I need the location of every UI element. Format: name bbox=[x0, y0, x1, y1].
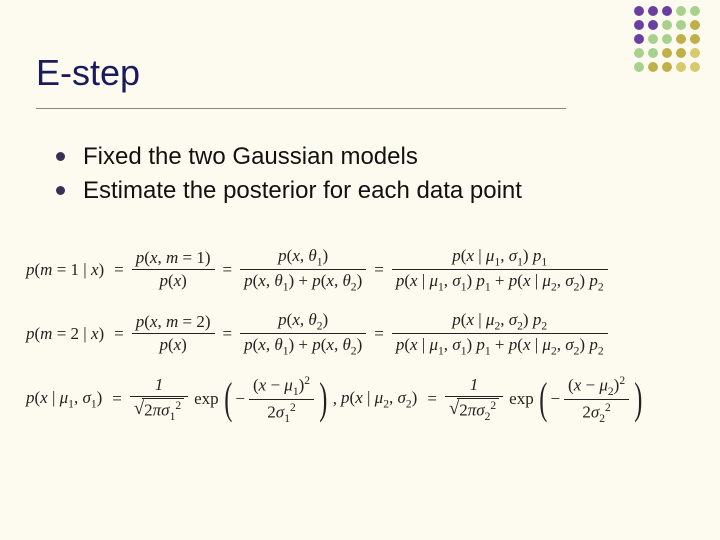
fraction: p(x, θ2) p(x, θ1) + p(x, θ2) bbox=[240, 309, 366, 359]
fraction: 1 √2πσ12 bbox=[130, 374, 188, 424]
fraction-denominator: p(x | μ1, σ1) p1 + p(x | μ2, σ2) p2 bbox=[392, 270, 608, 294]
fraction-numerator: p(x | μ1, σ1) p1 bbox=[448, 245, 551, 269]
title-area: E-step bbox=[36, 52, 684, 109]
corner-dot bbox=[690, 62, 700, 72]
bullet-icon bbox=[56, 186, 65, 195]
minus-sign: − bbox=[235, 389, 245, 409]
fraction-numerator: (x − μ1)2 bbox=[249, 373, 314, 399]
eq-lhs: p(m = 1 | x) bbox=[26, 260, 104, 280]
equation-row-1: p(m = 1 | x) = p(x, m = 1) p(x) = p(x, θ… bbox=[26, 245, 700, 295]
bullet-item: Fixed the two Gaussian models bbox=[56, 142, 680, 172]
minus-sign: − bbox=[550, 389, 560, 409]
fraction-denominator: √2πσ12 bbox=[130, 397, 188, 424]
paren-open-icon: ( bbox=[224, 384, 232, 415]
comma: , bbox=[333, 389, 337, 409]
corner-dot bbox=[690, 20, 700, 30]
fraction-numerator: 1 bbox=[151, 374, 168, 396]
corner-dot bbox=[634, 20, 644, 30]
equals-sign: = bbox=[223, 324, 233, 344]
corner-dot bbox=[662, 20, 672, 30]
fraction: (x − μ2)2 2σ22 bbox=[564, 373, 629, 426]
fraction: (x − μ1)2 2σ12 bbox=[249, 373, 314, 426]
corner-dot bbox=[690, 34, 700, 44]
corner-dot bbox=[634, 34, 644, 44]
paren-close-icon: ) bbox=[634, 384, 642, 415]
fraction-numerator: p(x, m = 1) bbox=[132, 247, 215, 269]
corner-dot bbox=[662, 6, 672, 16]
eq-lhs: p(m = 2 | x) bbox=[26, 324, 104, 344]
equation-row-2: p(m = 2 | x) = p(x, m = 2) p(x) = p(x, θ… bbox=[26, 309, 700, 359]
exp-label: exp bbox=[509, 389, 534, 409]
fraction: p(x, m = 1) p(x) bbox=[132, 247, 215, 292]
corner-dot bbox=[648, 34, 658, 44]
slide-title: E-step bbox=[36, 52, 684, 106]
corner-dot bbox=[676, 20, 686, 30]
exp-label: exp bbox=[194, 389, 219, 409]
fraction-denominator: p(x | μ1, σ1) p1 + p(x | μ2, σ2) p2 bbox=[392, 334, 608, 358]
fraction-denominator: 2σ22 bbox=[578, 400, 614, 426]
equals-sign: = bbox=[223, 260, 233, 280]
fraction: 1 √2πσ22 bbox=[445, 374, 503, 424]
corner-dot bbox=[634, 6, 644, 16]
fraction-numerator: p(x, m = 2) bbox=[132, 311, 215, 333]
corner-dot bbox=[676, 34, 686, 44]
eq-lhs: p(x | μ1, σ1) bbox=[26, 388, 102, 410]
bullet-text: Estimate the posterior for each data poi… bbox=[83, 176, 522, 206]
corner-dot bbox=[676, 6, 686, 16]
equals-sign: = bbox=[374, 324, 384, 344]
fraction-denominator: p(x, θ1) + p(x, θ2) bbox=[240, 270, 366, 294]
corner-dot bbox=[662, 34, 672, 44]
fraction: p(x | μ1, σ1) p1 p(x | μ1, σ1) p1 + p(x … bbox=[392, 245, 608, 295]
eq-lhs: p(x | μ2, σ2) bbox=[341, 388, 417, 410]
equals-sign: = bbox=[114, 324, 124, 344]
bullet-list: Fixed the two Gaussian models Estimate t… bbox=[56, 142, 680, 210]
fraction: p(x, m = 2) p(x) bbox=[132, 311, 215, 356]
bullet-text: Fixed the two Gaussian models bbox=[83, 142, 418, 172]
fraction-numerator: p(x | μ2, σ2) p2 bbox=[448, 309, 551, 333]
fraction-denominator: p(x, θ1) + p(x, θ2) bbox=[240, 334, 366, 358]
title-underline bbox=[36, 108, 566, 109]
fraction-numerator: p(x, θ2) bbox=[274, 309, 332, 333]
fraction: p(x | μ2, σ2) p2 p(x | μ1, σ1) p1 + p(x … bbox=[392, 309, 608, 359]
fraction-denominator: √2πσ22 bbox=[445, 397, 503, 424]
equals-sign: = bbox=[374, 260, 384, 280]
paren-open-icon: ( bbox=[539, 384, 547, 415]
paren-close-icon: ) bbox=[319, 384, 327, 415]
fraction-numerator: (x − μ2)2 bbox=[564, 373, 629, 399]
fraction-numerator: 1 bbox=[466, 374, 483, 396]
corner-dot bbox=[648, 6, 658, 16]
equals-sign: = bbox=[112, 389, 122, 409]
bullet-item: Estimate the posterior for each data poi… bbox=[56, 176, 680, 206]
equals-sign: = bbox=[427, 389, 437, 409]
equals-sign: = bbox=[114, 260, 124, 280]
equation-row-3: p(x | μ1, σ1) = 1 √2πσ12 exp ( − (x − μ1… bbox=[26, 373, 700, 426]
corner-dot bbox=[690, 48, 700, 58]
bullet-icon bbox=[56, 152, 65, 161]
corner-dot bbox=[648, 20, 658, 30]
equations-block: p(m = 1 | x) = p(x, m = 1) p(x) = p(x, θ… bbox=[26, 245, 700, 440]
fraction-numerator: p(x, θ1) bbox=[274, 245, 332, 269]
fraction-denominator: 2σ12 bbox=[263, 400, 299, 426]
fraction-denominator: p(x) bbox=[155, 270, 190, 292]
fraction: p(x, θ1) p(x, θ1) + p(x, θ2) bbox=[240, 245, 366, 295]
fraction-denominator: p(x) bbox=[155, 334, 190, 356]
corner-dot bbox=[690, 6, 700, 16]
